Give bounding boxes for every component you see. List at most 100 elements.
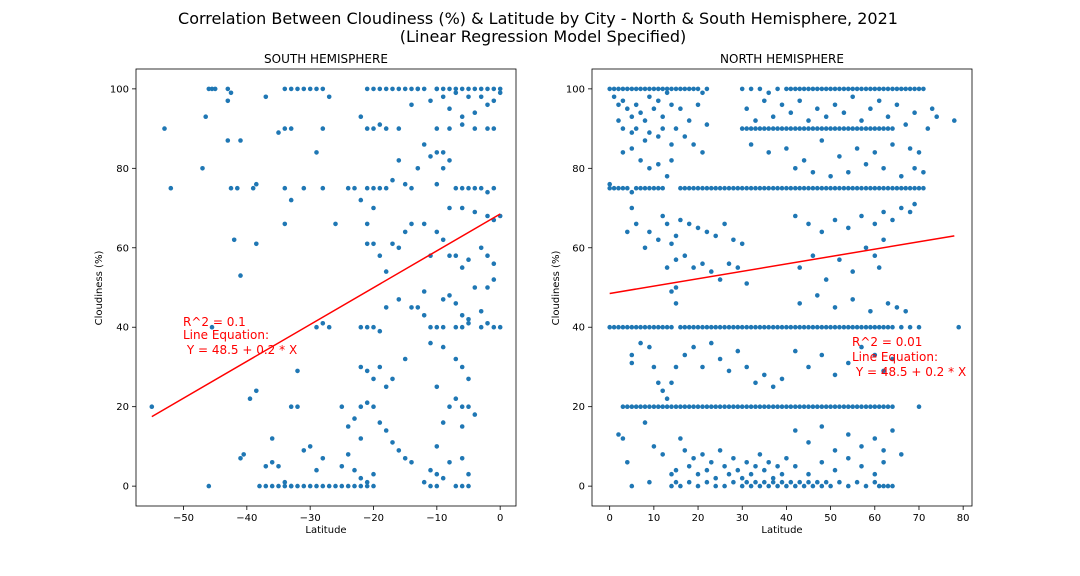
data-point: [753, 126, 758, 131]
data-point: [744, 106, 749, 111]
data-point: [797, 98, 802, 104]
data-point: [837, 404, 842, 410]
data-point: [899, 452, 904, 457]
data-point: [647, 166, 652, 171]
data-point: [616, 86, 621, 92]
data-point: [832, 372, 838, 378]
data-point: [421, 221, 427, 227]
data-point: [203, 114, 208, 119]
data-point: [899, 86, 904, 92]
data-point: [638, 340, 643, 346]
data-point: [806, 324, 811, 330]
data-point: [390, 241, 395, 247]
data-point: [453, 356, 459, 362]
y-tick-label: 80: [116, 164, 129, 175]
data-point: [629, 86, 635, 92]
data-point: [314, 86, 319, 92]
data-point: [806, 479, 811, 485]
data-point: [823, 324, 829, 330]
data-point: [466, 86, 471, 92]
data-point: [345, 452, 351, 457]
data-point: [872, 221, 878, 227]
data-point: [686, 464, 692, 469]
data-point: [383, 126, 389, 131]
data-point: [629, 360, 635, 366]
data-point: [890, 86, 895, 92]
data-point: [832, 86, 838, 92]
data-point: [440, 420, 446, 425]
y-tick-label: 20: [572, 402, 585, 413]
data-point: [288, 483, 294, 489]
data-point: [642, 138, 648, 143]
data-point: [371, 241, 376, 247]
data-point: [748, 324, 754, 330]
data-point: [415, 305, 421, 310]
data-point: [301, 483, 307, 489]
data-point: [832, 217, 838, 223]
data-point: [485, 213, 490, 219]
data-point: [903, 185, 908, 191]
data-point: [784, 185, 789, 191]
data-point: [885, 483, 891, 489]
data-point: [664, 90, 670, 96]
data-point: [616, 185, 621, 191]
data-point: [700, 364, 705, 370]
data-point: [766, 90, 771, 96]
data-point: [722, 464, 727, 469]
data-point: [876, 404, 882, 410]
data-point: [282, 483, 288, 489]
data-point: [779, 185, 785, 191]
data-point: [440, 475, 446, 481]
data-point: [673, 301, 679, 306]
data-point: [881, 483, 886, 489]
data-point: [894, 86, 900, 92]
data-point: [863, 185, 869, 191]
data-point: [633, 86, 639, 92]
data-point: [250, 185, 256, 191]
x-tick-label: 10: [647, 513, 660, 524]
data-point: [616, 324, 621, 330]
data-point: [247, 396, 253, 402]
data-point: [633, 185, 639, 191]
data-point: [660, 114, 665, 119]
data-point: [899, 324, 904, 330]
data-point: [819, 185, 825, 191]
data-point: [819, 424, 825, 429]
data-point: [656, 404, 661, 410]
data-point: [607, 86, 612, 92]
data-point: [314, 467, 319, 473]
data-point: [885, 126, 891, 131]
data-point: [669, 158, 674, 163]
data-point: [616, 102, 621, 108]
data-point: [739, 126, 745, 131]
data-point: [793, 166, 798, 171]
data-point: [916, 404, 922, 410]
data-point: [307, 86, 313, 92]
data-point: [288, 126, 294, 131]
data-point: [472, 285, 478, 290]
data-point: [907, 209, 913, 215]
data-point: [364, 324, 370, 330]
data-point: [819, 324, 825, 330]
data-point: [885, 301, 891, 306]
data-point: [253, 388, 259, 394]
data-point: [859, 86, 864, 92]
data-point: [673, 467, 679, 473]
regression-annotation: R^2 = 0.01 Line Equation: Y = 48.5 + 0.2…: [852, 335, 966, 379]
data-point: [620, 436, 626, 441]
data-point: [664, 174, 670, 179]
data-point: [872, 86, 878, 92]
data-point: [766, 404, 771, 410]
data-point: [784, 456, 789, 461]
x-tick-label: 60: [868, 513, 881, 524]
data-point: [673, 257, 679, 263]
data-point: [149, 404, 155, 410]
data-point: [739, 86, 745, 92]
data-point: [872, 479, 878, 485]
data-point: [770, 324, 776, 330]
data-point: [660, 324, 665, 330]
data-point: [797, 265, 802, 270]
data-point: [863, 324, 869, 330]
data-point: [352, 483, 357, 489]
data-point: [651, 364, 657, 370]
